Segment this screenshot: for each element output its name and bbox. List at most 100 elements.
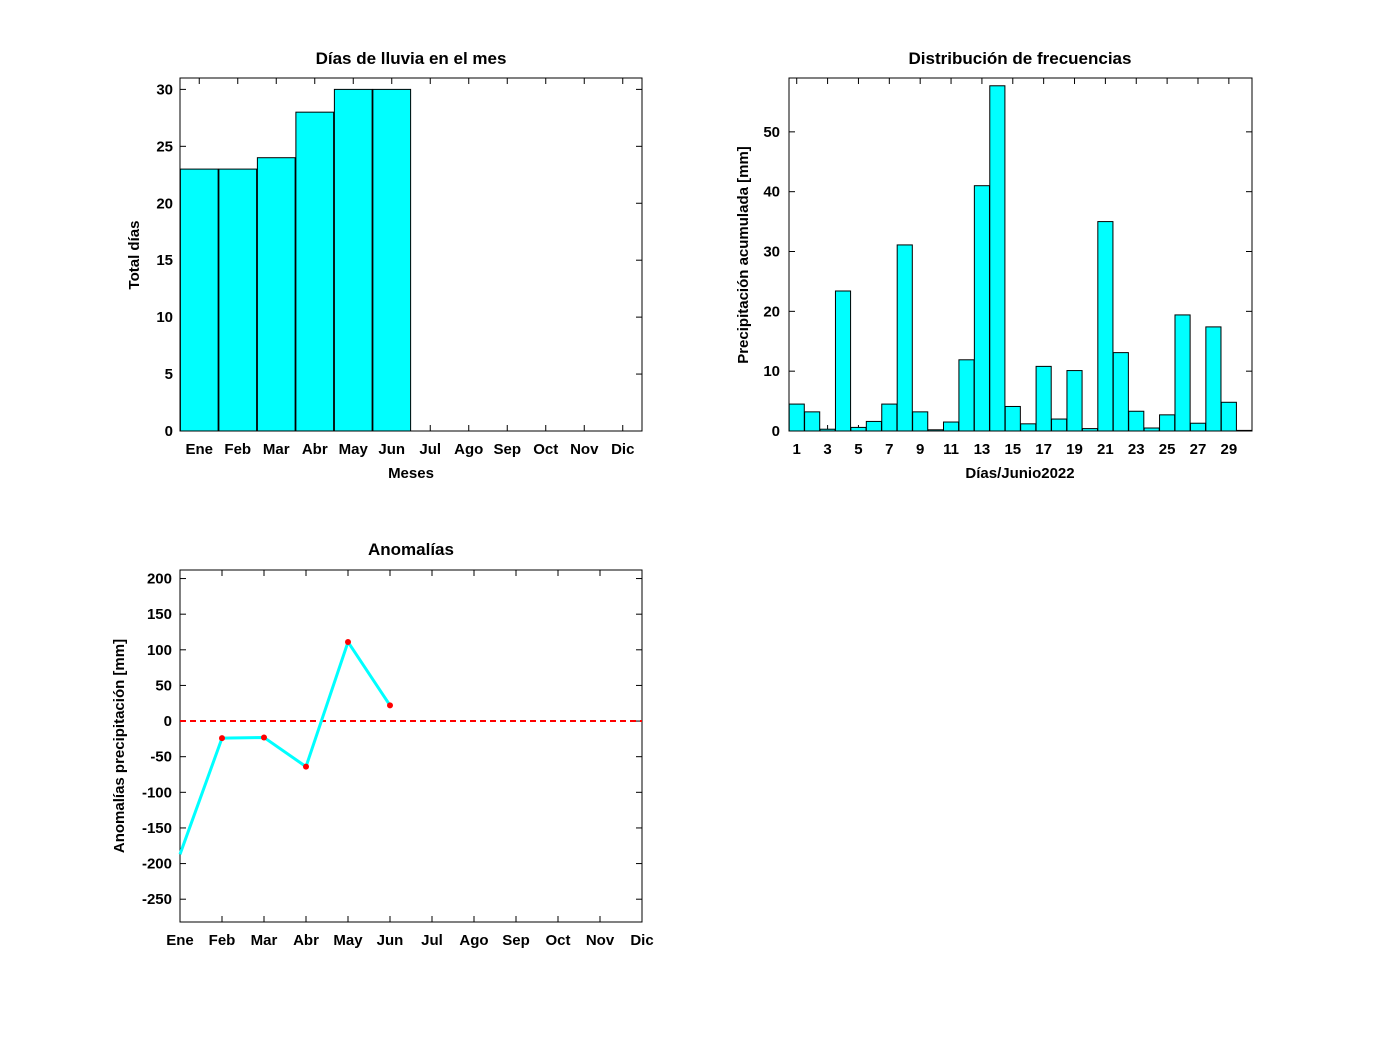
bar-day-16 <box>1020 423 1037 432</box>
bar-day-22 <box>1112 352 1129 432</box>
x-tick-label: 29 <box>1221 441 1238 458</box>
bar-day-8 <box>896 244 913 432</box>
x-tick-label: May <box>339 441 369 458</box>
bar-day-2 <box>804 411 821 432</box>
bar-day-21 <box>1097 221 1114 432</box>
chart-title-frequency: Distribución de frecuencias <box>909 49 1132 68</box>
x-tick-label: Sep <box>493 441 521 458</box>
x-tick-label: 3 <box>823 441 831 458</box>
chart-title-anomalies: Anomalías <box>368 540 454 559</box>
x-tick-label: Nov <box>586 932 615 949</box>
ticks-anomalies: Ene Feb Mar Abr May Jun Jul Ago Sep Oct Nov Dic -250… <box>142 570 654 949</box>
panel-anomalies: Ene Feb Mar Abr May Jun Jul Ago Sep Oct Nov Dic -250… <box>111 540 654 949</box>
y-tick-label: -100 <box>142 784 172 801</box>
ticks-rain-days: Ene Feb Mar Abr May Jun Jul Ago Sep Oct Nov Dic 0 5 10… <box>156 78 642 458</box>
x-tick-label: 17 <box>1035 441 1052 458</box>
y-tick-label: -150 <box>142 820 172 837</box>
point-may <box>345 638 351 645</box>
y-axis-label-anomalies: Anomalías precipitación [mm] <box>111 639 128 853</box>
bar-day-5 <box>850 426 867 432</box>
y-axis-label-frequency: Precipitación acumulada [mm] <box>735 146 752 364</box>
bar-day-7 <box>881 403 898 432</box>
bar-day-24 <box>1143 427 1160 432</box>
x-tick-label: Dic <box>630 932 653 949</box>
y-tick-label: 15 <box>156 252 173 269</box>
y-tick-label: 10 <box>156 309 173 326</box>
y-tick-label: 150 <box>147 606 172 623</box>
bar-day-14 <box>989 85 1006 432</box>
x-tick-label: Ene <box>185 441 213 458</box>
x-tick-label: 19 <box>1066 441 1083 458</box>
y-tick-label: 20 <box>763 303 780 320</box>
x-tick-label: Feb <box>224 441 251 458</box>
x-axis-label-rain-days: Meses <box>388 465 434 482</box>
y-tick-label: 0 <box>165 423 173 440</box>
x-tick-label: 5 <box>854 441 862 458</box>
y-tick-label: -50 <box>150 749 172 766</box>
bar-day-10 <box>927 429 944 432</box>
y-tick-label: 100 <box>147 642 172 659</box>
bar-abr <box>295 111 335 432</box>
x-tick-label: Jun <box>377 932 404 949</box>
bar-day-11 <box>942 421 960 432</box>
plot-frame-anomalies <box>179 569 643 923</box>
bar-day-28 <box>1205 326 1222 432</box>
bar-feb <box>218 168 258 432</box>
bar-day-12 <box>958 359 975 432</box>
y-tick-label: 200 <box>147 571 172 588</box>
bar-day-3 <box>819 428 836 432</box>
y-tick-label: 50 <box>155 677 172 694</box>
bar-day-23 <box>1128 410 1145 432</box>
bar-day-26 <box>1174 314 1191 432</box>
bar-ene <box>179 168 219 432</box>
y-tick-label: -250 <box>142 891 172 908</box>
y-tick-label: 25 <box>156 138 173 155</box>
x-tick-label: 25 <box>1159 441 1176 458</box>
x-tick-label: 9 <box>916 441 924 458</box>
x-tick-label: Ago <box>459 932 488 949</box>
x-tick-label: Abr <box>302 441 328 458</box>
y-tick-label: 0 <box>164 713 172 730</box>
x-tick-label: 21 <box>1097 441 1114 458</box>
x-tick-label: Jul <box>421 932 443 949</box>
bar-day-13 <box>973 185 990 432</box>
x-tick-label: Feb <box>209 932 236 949</box>
x-tick-label: Mar <box>263 441 290 458</box>
y-tick-label: 20 <box>156 195 173 212</box>
x-tick-label: Mar <box>251 932 278 949</box>
x-tick-label: 27 <box>1190 441 1207 458</box>
point-jun <box>387 702 393 709</box>
bar-day-1 <box>788 403 805 432</box>
point-feb <box>219 735 225 742</box>
x-tick-label: 13 <box>974 441 991 458</box>
bars-rain-days <box>179 88 412 432</box>
y-tick-label: 30 <box>763 244 780 261</box>
bar-day-4 <box>834 290 852 432</box>
bar-mar <box>256 157 296 432</box>
point-mar <box>261 734 267 741</box>
x-tick-label: May <box>333 932 363 949</box>
x-tick-label: Jun <box>378 441 405 458</box>
bar-may <box>333 88 373 432</box>
point-abr <box>303 763 309 770</box>
y-tick-label: 40 <box>763 184 780 201</box>
y-tick-label: 10 <box>763 363 780 380</box>
x-tick-label: 11 <box>943 441 959 458</box>
x-tick-label: Ago <box>454 441 483 458</box>
bar-jun <box>372 88 412 432</box>
bar-day-9 <box>912 411 929 432</box>
x-axis-label-frequency: Días/Junio2022 <box>965 465 1074 482</box>
bar-day-18 <box>1051 418 1068 432</box>
bars-frequency <box>788 85 1253 432</box>
chart-title-rain-days: Días de lluvia en el mes <box>316 49 507 68</box>
y-tick-label: -200 <box>142 856 172 873</box>
bar-day-15 <box>1004 405 1021 432</box>
bar-day-30 <box>1236 429 1253 432</box>
bar-day-6 <box>865 420 882 432</box>
bar-day-25 <box>1159 414 1176 432</box>
x-tick-label: Abr <box>293 932 319 949</box>
y-axis-label-rain-days: Total días <box>126 221 143 290</box>
